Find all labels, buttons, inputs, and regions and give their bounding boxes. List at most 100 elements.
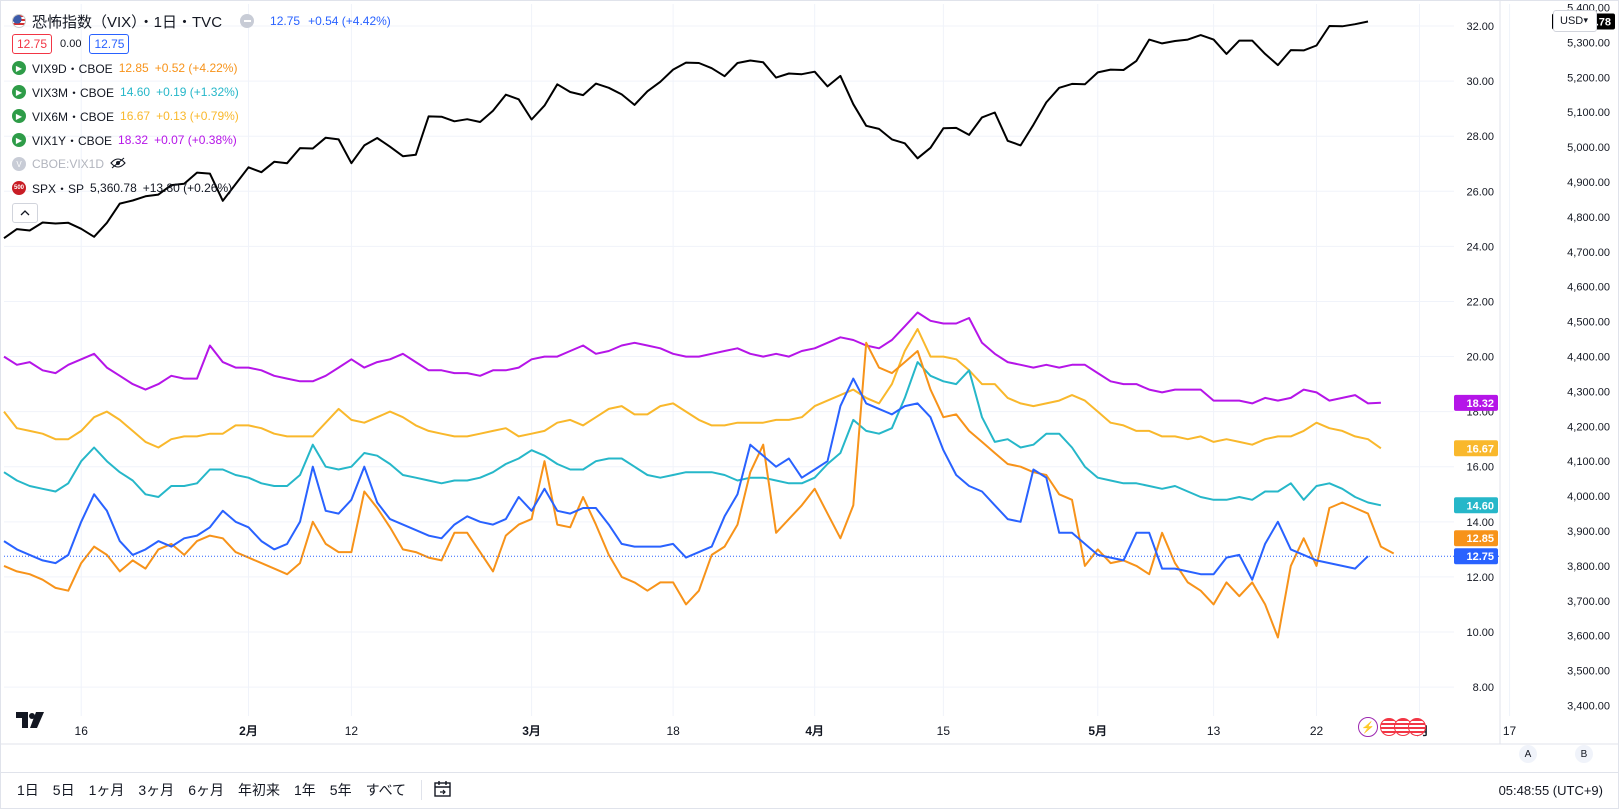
- lightning-icon[interactable]: ⚡: [1358, 717, 1378, 737]
- legend-row[interactable]: V CBOE:VIX1D: [12, 152, 391, 176]
- series-line-vix9d[interactable]: [3, 341, 1395, 639]
- y-tick-label-right: 4,800.00: [1567, 212, 1610, 224]
- range-button[interactable]: 5日: [52, 782, 75, 798]
- y-tick-label-right: 4,400.00: [1567, 352, 1610, 364]
- minimize-icon[interactable]: [240, 14, 255, 28]
- y-tick-label-left: 26.00: [1466, 186, 1494, 198]
- bid-ask-row: 12.75 0.00 12.75: [12, 32, 391, 56]
- x-tick-label: 3月: [522, 724, 541, 738]
- y-tick-label-right: 3,800.00: [1567, 561, 1610, 573]
- y-tick-label-right: 3,900.00: [1567, 526, 1610, 538]
- us-flag-icon: [1408, 718, 1426, 736]
- x-tick-label: 18: [666, 724, 680, 738]
- timezone-clock[interactable]: 05:48:55 (UTC+9): [1498, 782, 1603, 798]
- y-tick-label-right: 3,400.00: [1567, 701, 1610, 713]
- y-tick-label-right: 4,700.00: [1567, 247, 1610, 259]
- series-line-vix6m[interactable]: [3, 328, 1382, 450]
- legend-value: 5,360.78: [90, 181, 137, 195]
- ask-box[interactable]: 12.75: [89, 34, 130, 54]
- y-tick-label-left: 10.00: [1466, 627, 1494, 639]
- currency-label: USD: [1560, 15, 1584, 27]
- bottom-toolbar: 1日 5日 1ヶ月 3ヶ月 6ヶ月 年初来 1年 5年 すべて 05:48:55 (UTC+9): [0, 772, 1619, 807]
- tradingview-logo-icon[interactable]: [16, 712, 46, 733]
- range-button[interactable]: 1ヶ月: [88, 782, 125, 798]
- legend-change: +0.13 (+0.79%): [156, 109, 239, 123]
- spread-value: 0.00: [60, 38, 82, 50]
- range-button[interactable]: すべて: [365, 782, 407, 798]
- series-line-vix[interactable]: [3, 377, 1369, 581]
- legend-symbol[interactable]: VIX6M・CBOE: [32, 109, 115, 124]
- legend-row[interactable]: 500 SPX・SP 5,360.78 +13.80 (+0.26%): [12, 176, 391, 200]
- symbol-title-row[interactable]: 恐怖指数（VIX）・1日・TVC 12.75 +0.54 (+4.42%): [12, 10, 391, 32]
- x-tick-label: 13: [1207, 724, 1221, 738]
- legend-change: +0.07 (+0.38%): [154, 133, 237, 147]
- legend-symbol[interactable]: VIX1Y・CBOE: [32, 133, 113, 148]
- legend-row[interactable]: ▶ VIX1Y・CBOE 18.32 +0.07 (+0.38%): [12, 128, 391, 152]
- green-arrow-icon: ▶: [12, 85, 26, 99]
- last-price: 12.75: [270, 14, 301, 28]
- range-button[interactable]: 年初来: [237, 782, 280, 798]
- last-value-label: 12.85: [1466, 533, 1494, 545]
- y-tick-label-left: 20.00: [1466, 352, 1494, 364]
- scale-a-button[interactable]: A: [1519, 745, 1537, 763]
- x-tick-label: 4月: [805, 724, 824, 738]
- last-value-tag-vix: [1454, 548, 1498, 565]
- symbol-title[interactable]: 恐怖指数（VIX）・1日・TVC: [32, 13, 223, 31]
- chevron-up-icon: [20, 210, 30, 216]
- range-button[interactable]: 6ヶ月: [188, 782, 224, 798]
- legend-row[interactable]: ▶ VIX6M・CBOE 16.67 +0.13 (+0.79%): [12, 104, 391, 128]
- x-tick-label: 5月: [1088, 724, 1107, 738]
- y-tick-label-left: 32.00: [1466, 21, 1494, 33]
- y-tick-label-right: 5,200.00: [1567, 72, 1610, 84]
- y-tick-label-left: 16.00: [1466, 462, 1494, 474]
- legend-row[interactable]: ▶ VIX9D・CBOE 12.85 +0.52 (+4.22%): [12, 56, 391, 80]
- event-badges[interactable]: ⚡: [1358, 717, 1426, 737]
- series-line-vix1y[interactable]: [3, 311, 1381, 405]
- range-button[interactable]: 1日: [17, 782, 39, 798]
- y-tick-label-right: 5,100.00: [1567, 107, 1610, 119]
- legend-symbol[interactable]: CBOE:VIX1D: [32, 157, 105, 171]
- scale-b-button[interactable]: B: [1575, 745, 1593, 763]
- collapse-legend-button[interactable]: [12, 203, 38, 223]
- legend-value: 18.32: [118, 133, 149, 147]
- y-tick-label-right: 3,500.00: [1567, 666, 1610, 678]
- currency-button[interactable]: USD ▾: [1553, 10, 1597, 32]
- green-arrow-icon: ▶: [12, 109, 26, 123]
- legend-symbol[interactable]: VIX9D・CBOE: [32, 61, 113, 76]
- series-line-vix3m[interactable]: [3, 361, 1382, 507]
- legend-symbol[interactable]: VIX3M・CBOE: [32, 85, 115, 100]
- last-value-label: 18.32: [1466, 398, 1494, 410]
- x-tick-label: 2月: [239, 724, 258, 738]
- y-tick-label-right: 4,200.00: [1567, 421, 1610, 433]
- range-button[interactable]: 3ヶ月: [138, 782, 175, 798]
- y-tick-label-left: 28.00: [1466, 131, 1494, 143]
- x-tick-label: 22: [1310, 724, 1324, 738]
- x-tick-label: 17: [1503, 724, 1517, 738]
- legend-change: +0.52 (+4.22%): [154, 61, 238, 75]
- hidden-eye-icon[interactable]: [110, 157, 126, 172]
- last-value-label: 16.67: [1466, 443, 1494, 455]
- legend-row[interactable]: ▶ VIX3M・CBOE 14.60 +0.19 (+1.32%): [12, 80, 391, 104]
- us-flag-icon: [12, 14, 26, 28]
- go-to-date-icon[interactable]: [430, 777, 456, 803]
- y-tick-label-right: 4,500.00: [1567, 317, 1610, 329]
- y-tick-label-right: 4,900.00: [1567, 177, 1610, 189]
- series-line-spx[interactable]: [3, 20, 1369, 240]
- chevron-down-icon: ▾: [1583, 15, 1588, 25]
- last-value-label: 14.60: [1466, 500, 1494, 512]
- bid-box[interactable]: 12.75: [12, 34, 53, 54]
- y-tick-label-left: 8.00: [1473, 682, 1494, 694]
- green-arrow-icon: ▶: [12, 61, 26, 75]
- range-button[interactable]: 5年: [329, 782, 352, 798]
- legend-change: +13.80 (+0.26%): [142, 181, 233, 195]
- green-arrow-icon: ▶: [12, 133, 26, 147]
- y-tick-label-right: 3,700.00: [1567, 596, 1610, 608]
- legend-value: 14.60: [120, 85, 151, 99]
- chart-canvas[interactable]: 32.0030.0028.0026.0024.0022.0020.0018.00…: [0, 0, 1619, 770]
- legend: 恐怖指数（VIX）・1日・TVC 12.75 +0.54 (+4.42%) 12…: [12, 10, 391, 224]
- legend-symbol[interactable]: SPX・SP: [32, 181, 85, 196]
- y-tick-label-right: 3,600.00: [1567, 631, 1610, 643]
- divider: [421, 780, 423, 800]
- x-tick-label: 12: [345, 724, 359, 738]
- range-button[interactable]: 1年: [293, 782, 316, 798]
